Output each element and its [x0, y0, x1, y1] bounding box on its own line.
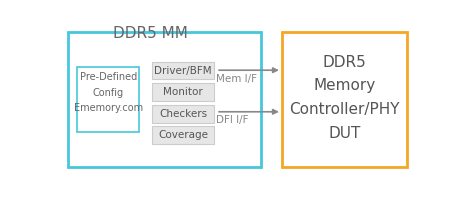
Bar: [151, 105, 214, 123]
Text: DUT: DUT: [328, 126, 360, 141]
Bar: [77, 67, 139, 132]
Bar: [281, 32, 406, 167]
Text: DDR5 MM: DDR5 MM: [112, 26, 187, 41]
Text: DDR5: DDR5: [322, 55, 365, 70]
Text: DFI I/F: DFI I/F: [216, 115, 248, 125]
Text: Checkers: Checkers: [159, 109, 207, 119]
Bar: [68, 32, 260, 167]
Text: Controller/PHY: Controller/PHY: [289, 102, 399, 117]
Text: Coverage: Coverage: [158, 130, 208, 140]
Text: Driver/BFM: Driver/BFM: [154, 66, 212, 76]
Bar: [151, 83, 214, 101]
Bar: [151, 126, 214, 144]
Text: Config: Config: [93, 88, 124, 98]
Text: Memory: Memory: [313, 78, 375, 93]
Text: Monitor: Monitor: [163, 87, 202, 97]
Text: Mem I/F: Mem I/F: [216, 74, 257, 84]
Text: Pre-Defined: Pre-Defined: [80, 72, 137, 82]
Bar: [151, 62, 214, 79]
Text: Ememory.com: Ememory.com: [74, 103, 143, 113]
